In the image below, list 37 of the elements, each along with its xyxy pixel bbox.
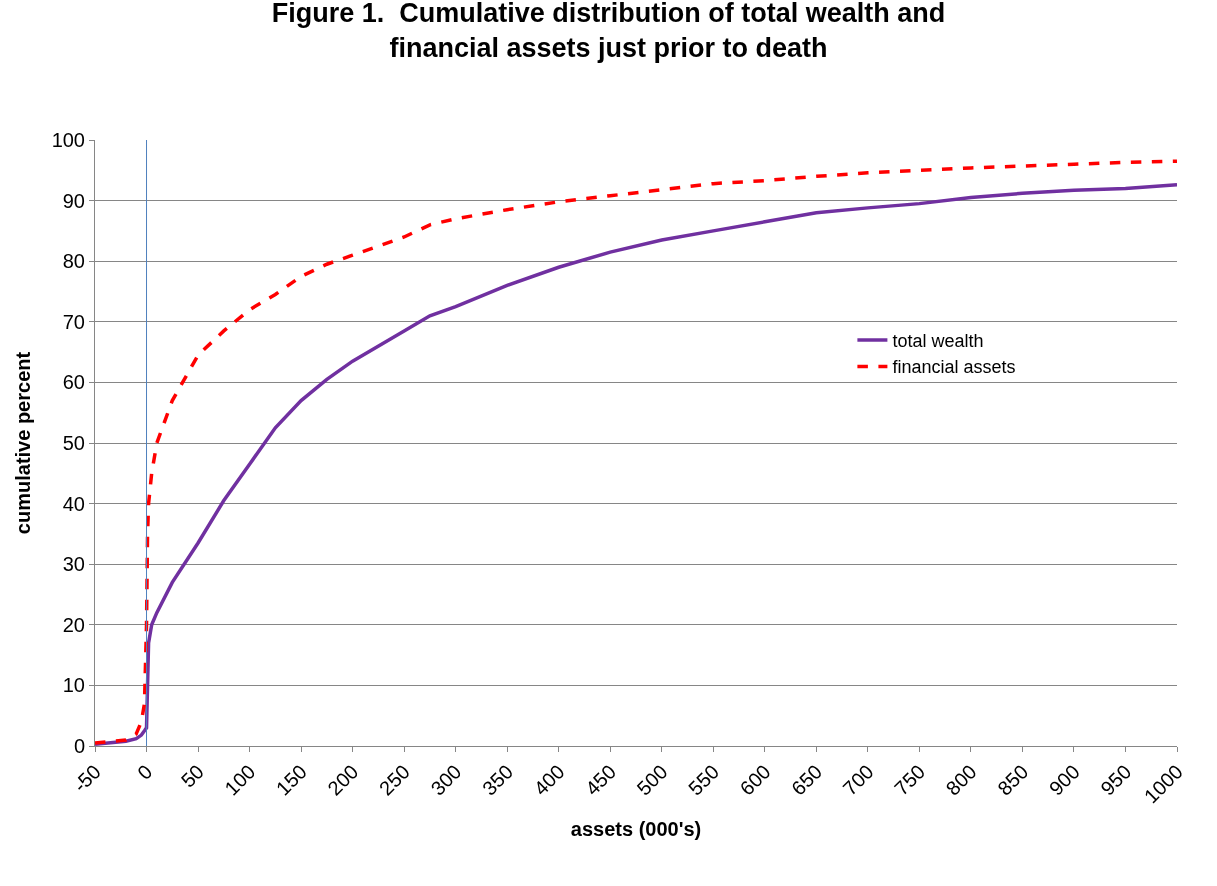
x-tick-label: 550 bbox=[684, 760, 724, 800]
x-tick-label: 900 bbox=[1044, 760, 1084, 800]
x-axis-title: assets (000's) bbox=[570, 817, 702, 840]
y-tick-label: 20 bbox=[62, 613, 85, 636]
x-tick-label: 350 bbox=[477, 760, 518, 800]
y-tick-label: 50 bbox=[62, 432, 85, 454]
x-tick-label: 950 bbox=[1096, 760, 1136, 800]
chart-title: Figure 1. Cumulative distribution of total wealth and financial assets just prior to death bbox=[271, 0, 946, 64]
x-tick-label: 200 bbox=[323, 760, 363, 800]
x-tick-label: 500 bbox=[632, 760, 672, 800]
y-tick-label: 0 bbox=[73, 735, 85, 757]
y-tick-label: 60 bbox=[62, 371, 85, 394]
x-tick-label: 800 bbox=[941, 760, 981, 800]
x-tick-label: 400 bbox=[529, 760, 569, 800]
x-tick-label: 250 bbox=[374, 760, 415, 800]
y-tick-label: 10 bbox=[62, 674, 85, 697]
x-tick-label: 850 bbox=[993, 760, 1033, 800]
x-tick-label: 0 bbox=[133, 760, 157, 784]
x-tick-label: 300 bbox=[426, 760, 466, 800]
x-tick-label: 50 bbox=[176, 760, 208, 792]
y-tick-label: 80 bbox=[62, 250, 85, 273]
legend-label: total wealth bbox=[892, 331, 984, 352]
x-tick-label: -50 bbox=[68, 760, 105, 797]
x-tick-label: 100 bbox=[220, 760, 260, 800]
x-tick-label: 600 bbox=[735, 760, 775, 800]
y-tick-label: 100 bbox=[51, 129, 85, 151]
x-tick-label: 150 bbox=[271, 760, 311, 800]
y-tick-label: 90 bbox=[62, 189, 85, 212]
y-axis-title: cumulative percent bbox=[12, 351, 35, 535]
x-tick-label: 750 bbox=[890, 760, 930, 800]
y-tick-label: 40 bbox=[62, 492, 85, 515]
x-tick-label: 450 bbox=[580, 760, 621, 800]
legend-label: financial assets bbox=[892, 357, 1016, 378]
x-tick-label: 700 bbox=[838, 760, 878, 800]
y-tick-label: 70 bbox=[62, 310, 85, 333]
y-tick-label: 30 bbox=[62, 553, 85, 576]
x-tick-label: 650 bbox=[787, 760, 827, 800]
